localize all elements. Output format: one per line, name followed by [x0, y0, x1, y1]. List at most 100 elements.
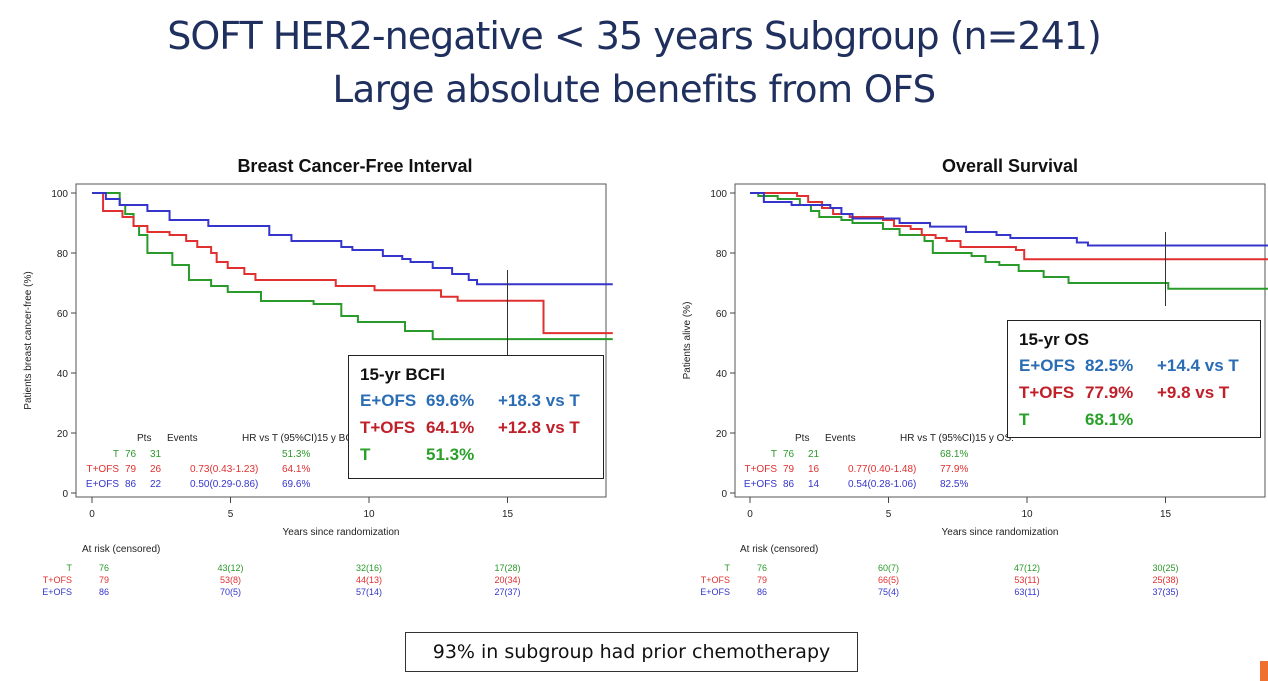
- at-risk-value: 79: [757, 575, 767, 585]
- callout-rate: 64.1%: [426, 418, 475, 437]
- at-risk-value: 27(37): [494, 587, 520, 597]
- y-tick-label: 40: [57, 369, 69, 380]
- km-curve-e-ofs: [750, 192, 1268, 247]
- table-arm: E+OFS: [744, 479, 777, 490]
- footnote-box: 93% in subgroup had prior chemotherapy: [405, 632, 858, 672]
- at-risk-value: 60(7): [878, 563, 899, 573]
- at-risk-arm: T: [67, 563, 73, 573]
- table-arm: E+OFS: [86, 479, 119, 490]
- table-header: Pts: [795, 433, 809, 444]
- at-risk-label: At risk (censored): [740, 544, 818, 555]
- table-header: 15 y OS:: [975, 433, 1014, 444]
- table-events: 21: [808, 449, 820, 460]
- at-risk-value: 75(4): [878, 587, 899, 597]
- at-risk-value: 86: [757, 587, 767, 597]
- callout-diff: +14.4 vs T: [1157, 356, 1239, 375]
- at-risk-value: 44(13): [356, 575, 382, 585]
- x-tick-label: 5: [228, 509, 234, 520]
- at-risk-arm: T+OFS: [43, 575, 72, 585]
- table-header: HR vs T (95%CI): [242, 433, 317, 444]
- title-n: (n=241): [949, 14, 1102, 58]
- x-tick-label: 15: [1160, 509, 1172, 520]
- table-arm: T+OFS: [86, 464, 119, 475]
- at-risk-value: 20(34): [494, 575, 520, 585]
- y-tick-label: 80: [57, 249, 69, 260]
- y-axis-label: Patients alive (%): [682, 302, 693, 380]
- at-risk-value: 32(16): [356, 563, 382, 573]
- at-risk-arm: E+OFS: [700, 587, 730, 597]
- at-risk-value: 47(12): [1014, 563, 1040, 573]
- x-axis-label: Years since randomization: [283, 527, 400, 538]
- table-header: 15 y BCFI:: [317, 433, 364, 444]
- callout-arm: T: [360, 445, 371, 464]
- title-main: SOFT HER2-negative < 35 years Subgroup: [167, 14, 939, 58]
- at-risk-value: 86: [99, 587, 109, 597]
- chart-title: Overall Survival: [942, 156, 1078, 176]
- table-pts: 86: [783, 479, 795, 490]
- callout-arm: T+OFS: [360, 418, 416, 437]
- x-axis-label: Years since randomization: [942, 527, 1059, 538]
- x-tick-label: 15: [502, 509, 514, 520]
- y-tick-label: 20: [57, 429, 69, 440]
- table-rate: 64.1%: [282, 464, 310, 475]
- callout-title: 15-yr OS: [1019, 330, 1089, 349]
- y-tick-label: 100: [710, 189, 727, 200]
- x-tick-label: 0: [747, 509, 753, 520]
- slide-subtitle: Large absolute benefits from OFS: [332, 68, 936, 111]
- km-curve-t: [92, 192, 613, 341]
- table-arm: T: [113, 449, 119, 460]
- at-risk-arm: T+OFS: [701, 575, 730, 585]
- table-header: HR vs T (95%CI): [900, 433, 975, 444]
- at-risk-value: 70(5): [220, 587, 241, 597]
- callout-diff: +18.3 vs T: [498, 391, 580, 410]
- y-axis-label: Patients breast cancer-free (%): [23, 271, 34, 409]
- at-risk-value: 76: [99, 563, 109, 573]
- at-risk-label: At risk (censored): [82, 544, 160, 555]
- callout-diff: +9.8 vs T: [1157, 383, 1230, 402]
- at-risk-value: 25(38): [1152, 575, 1178, 585]
- callout-title: 15-yr BCFI: [360, 365, 446, 384]
- at-risk-value: 37(35): [1152, 587, 1178, 597]
- table-pts: 76: [125, 449, 137, 460]
- table-pts: 79: [783, 464, 795, 475]
- y-tick-label: 100: [51, 189, 68, 200]
- table-hr: 0.73(0.43-1.23): [190, 464, 258, 475]
- table-hr: 0.50(0.29-0.86): [190, 479, 258, 490]
- at-risk-arm: T: [725, 563, 731, 573]
- at-risk-value: 76: [757, 563, 767, 573]
- at-risk-value: 43(12): [217, 563, 243, 573]
- callout-rate: 51.3%: [426, 445, 475, 464]
- table-pts: 76: [783, 449, 795, 460]
- callout-rate: 77.9%: [1085, 383, 1134, 402]
- plot-frame: [734, 183, 1266, 498]
- table-header: Events: [825, 433, 856, 444]
- km-curve-e-ofs: [92, 192, 613, 286]
- km-curve-t-ofs: [750, 192, 1268, 261]
- y-tick-label: 40: [716, 369, 728, 380]
- at-risk-value: 63(11): [1014, 587, 1039, 597]
- y-tick-label: 0: [721, 489, 727, 500]
- table-rate: 69.6%: [282, 479, 310, 490]
- at-risk-value: 17(28): [494, 563, 520, 573]
- y-tick-label: 60: [716, 309, 728, 320]
- table-events: 26: [150, 464, 162, 475]
- chart-title: Breast Cancer-Free Interval: [237, 156, 472, 176]
- slide-title: SOFT HER2-negative < 35 years Subgroup (…: [0, 14, 1268, 58]
- km-curve-t-ofs: [92, 192, 613, 335]
- y-tick-label: 80: [716, 249, 728, 260]
- x-tick-label: 10: [1021, 509, 1033, 520]
- plot-frame: [75, 183, 607, 498]
- callout-arm: T+OFS: [1019, 383, 1075, 402]
- at-risk-value: 57(14): [356, 587, 382, 597]
- table-arm: T: [771, 449, 777, 460]
- table-rate: 51.3%: [282, 449, 310, 460]
- callout-arm: T: [1019, 410, 1030, 429]
- table-hr: 0.54(0.28-1.06): [848, 479, 916, 490]
- table-arm: T+OFS: [744, 464, 777, 475]
- at-risk-value: 53(8): [220, 575, 241, 585]
- table-rate: 68.1%: [940, 449, 968, 460]
- table-pts: 79: [125, 464, 137, 475]
- table-events: 22: [150, 479, 162, 490]
- table-header: Events: [167, 433, 198, 444]
